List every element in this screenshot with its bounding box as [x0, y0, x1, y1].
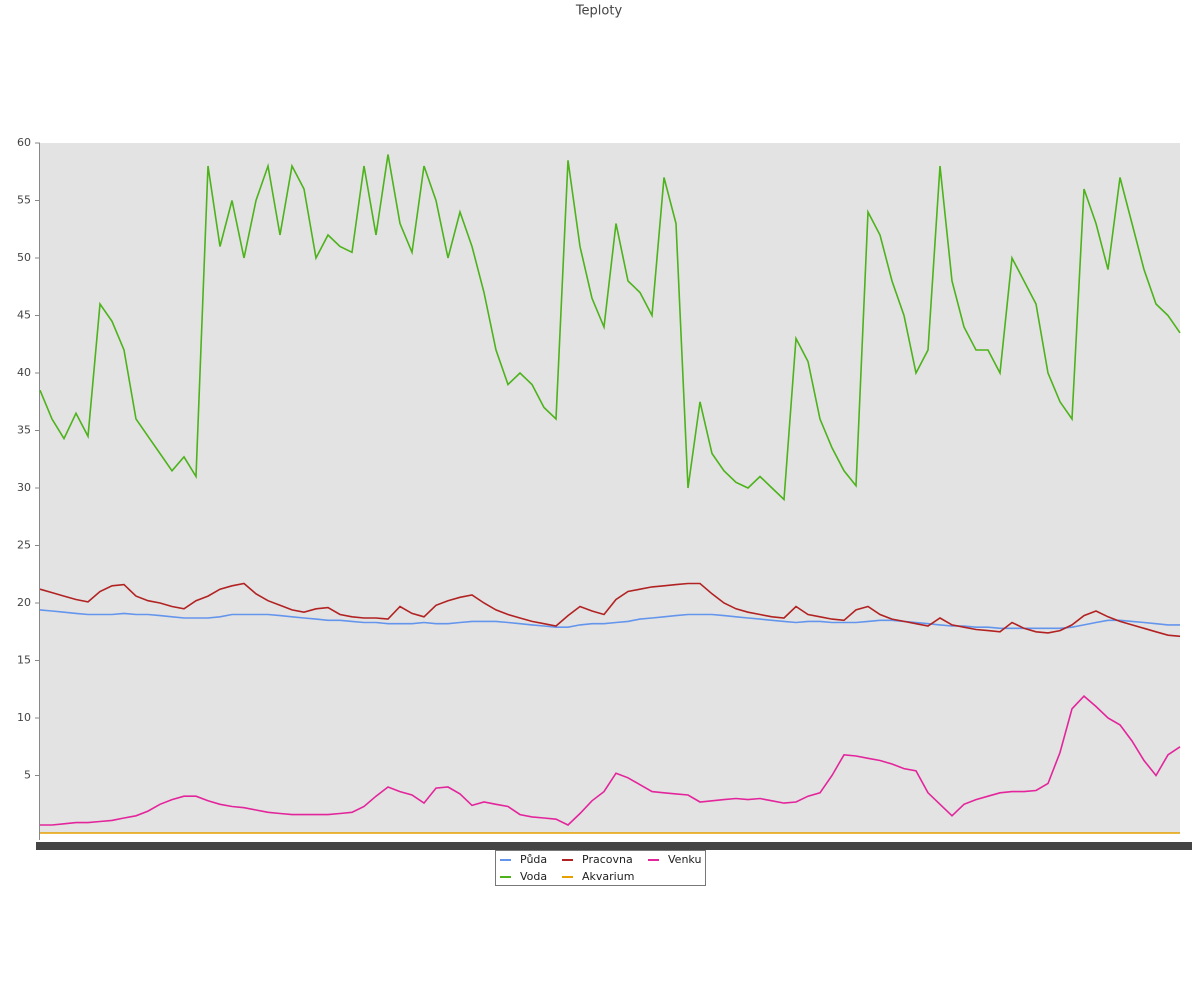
legend-label: Venku [668, 853, 701, 866]
chart-title: Teploty [575, 4, 623, 19]
y-tick-label: 20 [17, 596, 31, 609]
legend-label: Akvarium [582, 870, 634, 883]
series-line [40, 694, 1181, 826]
y-tick-label: 45 [17, 309, 31, 322]
series-line [39, 154, 1181, 502]
y-tick-label: 25 [17, 539, 31, 552]
y-tick-label: 5 [24, 769, 31, 782]
y-tick-label: 30 [17, 481, 31, 494]
legend-label: Voda [520, 870, 547, 883]
legend [495, 850, 706, 886]
x-tick-labels [36, 842, 1192, 850]
legend-label: Půda [520, 853, 547, 866]
y-tick-label: 10 [17, 711, 31, 724]
y-tick-label: 50 [17, 251, 31, 264]
y-tick-label: 35 [17, 424, 31, 437]
legend-label: Pracovna [582, 853, 633, 866]
series-line [39, 609, 1180, 630]
plot-area [40, 143, 1180, 833]
series-line [39, 582, 1181, 638]
y-tick-label: 15 [17, 654, 31, 667]
y-tick-label: 55 [17, 194, 31, 207]
y-tick-label: 40 [17, 366, 31, 379]
y-tick-label: 60 [17, 136, 31, 149]
